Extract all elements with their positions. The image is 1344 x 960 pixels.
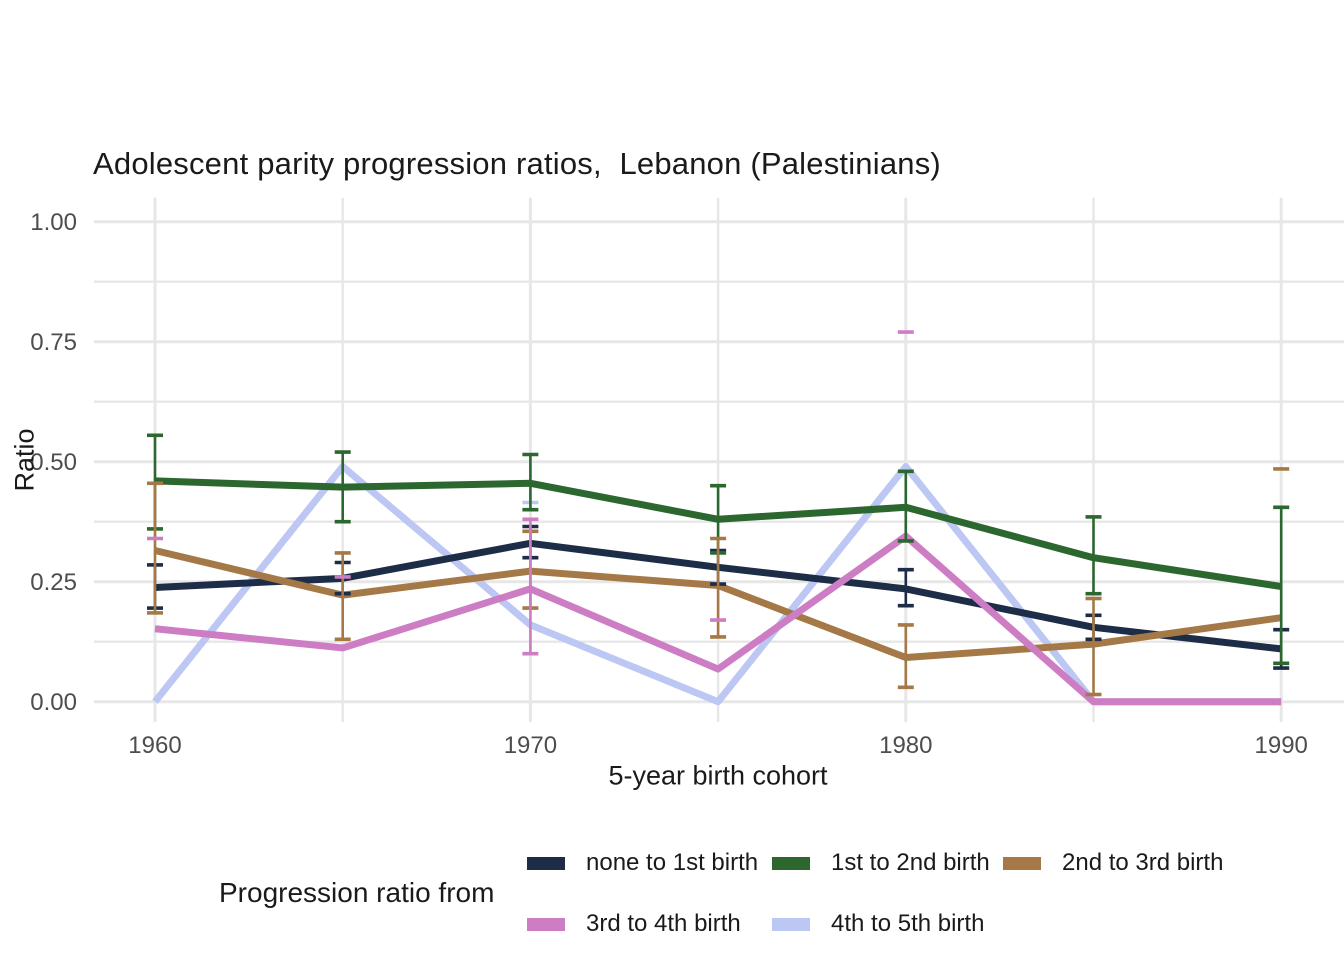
y-axis-title: Ratio [9,428,40,492]
svg-text:1960: 1960 [128,732,181,759]
legend-label: 3rd to 4th birth [586,910,741,937]
svg-text:1970: 1970 [504,732,557,759]
legend-swatch-icon [527,917,565,931]
svg-text:0.00: 0.00 [30,689,77,716]
svg-text:0.50: 0.50 [30,449,77,476]
legend-label: 1st to 2nd birth [831,849,990,876]
legend-swatch-icon [527,856,565,870]
legend-item: 1st to 2nd birth [772,849,990,876]
legend-item: 2nd to 3rd birth [1003,849,1224,876]
plot-area: 0.00 0.25 0.50 0.75 1.00 1960 1970 1980 1990 [30,197,1344,759]
legend-title: Progression ratio from [219,877,495,908]
svg-text:0.25: 0.25 [30,569,77,596]
legend-item: none to 1st birth [527,849,759,876]
svg-text:1990: 1990 [1255,732,1308,759]
legend-swatch-icon [772,856,810,870]
legend-swatch-icon [772,917,810,931]
chart-title: Adolescent parity progression ratios, Le… [93,146,941,181]
x-axis-title: 5-year birth cohort [608,760,828,791]
legend-swatch-icon [1003,856,1041,870]
svg-text:1980: 1980 [879,732,932,759]
legend-item: 4th to 5th birth [772,910,985,937]
legend-item: 3rd to 4th birth [527,910,741,937]
legend-label: none to 1st birth [586,849,759,876]
legend-label: 4th to 5th birth [831,910,985,937]
legend-label: 2nd to 3rd birth [1062,849,1224,876]
svg-text:1.00: 1.00 [30,209,77,236]
svg-text:0.75: 0.75 [30,329,77,356]
